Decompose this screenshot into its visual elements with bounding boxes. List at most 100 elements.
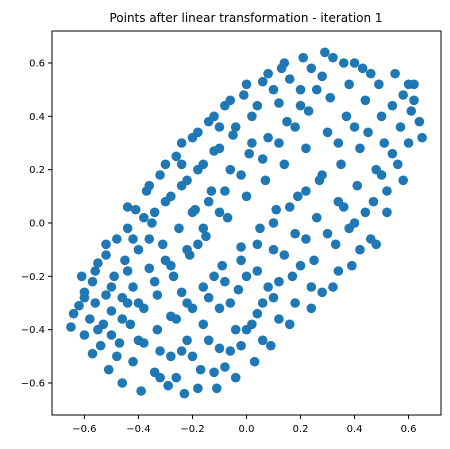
data-point [106,330,117,340]
data-point [214,343,225,354]
data-point [290,228,300,239]
data-point [295,260,306,271]
data-point [106,282,117,292]
data-point [236,255,246,266]
data-point [392,159,403,170]
data-point [284,74,295,84]
data-point [236,242,246,252]
y-tick-label: 0.0 [29,219,45,230]
data-point [214,143,225,154]
y-tick-label: −0.6 [21,379,45,390]
data-point [255,223,265,234]
data-point [268,84,279,95]
y-tick-label: −0.4 [21,325,45,336]
data-point [225,164,236,175]
data-point [90,298,101,308]
data-point [317,287,327,298]
data-point [136,386,146,396]
data-point [209,271,219,282]
data-point [239,90,249,100]
data-point [122,223,133,234]
data-point [257,76,268,87]
data-point [344,79,354,90]
data-point [325,92,336,103]
data-point [282,116,292,127]
data-point [293,191,303,202]
data-point [130,204,141,215]
data-point [157,239,168,250]
chart-title: Points after linear transformation - ite… [109,11,382,25]
data-point [128,282,138,292]
data-point [317,170,327,180]
data-point [417,132,427,143]
data-point [182,244,192,255]
data-point [203,335,214,346]
x-tick-label: 0.2 [293,424,309,435]
data-point [79,330,90,340]
data-point [363,127,373,138]
data-point [387,100,398,111]
data-point [279,58,290,68]
data-point [330,239,341,250]
data-point [274,276,284,287]
data-point [236,340,246,351]
data-point [287,271,298,282]
data-point [382,186,392,196]
data-point [368,196,379,207]
data-point [279,250,290,260]
data-point [322,228,333,239]
data-point [290,122,300,132]
data-point [171,372,182,383]
data-point [166,260,176,271]
data-point [301,186,311,196]
data-point [295,84,306,95]
x-tick-label: −0.4 [126,424,150,435]
data-point [344,223,354,234]
data-point [228,130,238,140]
data-point [220,186,230,196]
data-point [274,314,284,324]
data-point [95,340,106,351]
data-point [128,234,138,244]
data-point [360,95,371,106]
y-tick-label: 0.2 [29,165,45,176]
data-point [193,383,203,394]
data-point [225,346,236,356]
x-tick-label: 0.0 [239,424,255,435]
data-point [93,324,103,335]
data-point [93,258,103,268]
data-point [311,212,322,223]
data-point [182,335,192,346]
data-point [109,271,119,282]
data-point [174,223,184,234]
data-point [144,234,155,244]
data-point [241,324,252,335]
data-point [338,202,349,212]
data-point [406,106,417,116]
data-point [374,79,384,90]
data-point [139,212,149,223]
data-point [247,111,257,122]
data-point [217,260,227,271]
data-point [233,284,244,295]
data-point [79,292,90,303]
data-point [106,306,117,316]
data-point [187,351,198,362]
data-point [365,68,376,79]
data-point [403,138,414,148]
data-point [376,111,387,122]
data-point [398,90,408,100]
data-point [149,276,160,287]
data-point [333,266,344,276]
data-point [103,364,114,375]
data-point [349,122,360,132]
data-point [230,122,241,132]
data-point [395,122,406,132]
data-point [284,319,295,330]
data-point [179,388,190,399]
data-point [295,100,306,111]
data-point [220,276,230,287]
data-point [241,79,252,90]
x-tick-label: 0.6 [401,424,417,435]
data-point [268,292,279,303]
